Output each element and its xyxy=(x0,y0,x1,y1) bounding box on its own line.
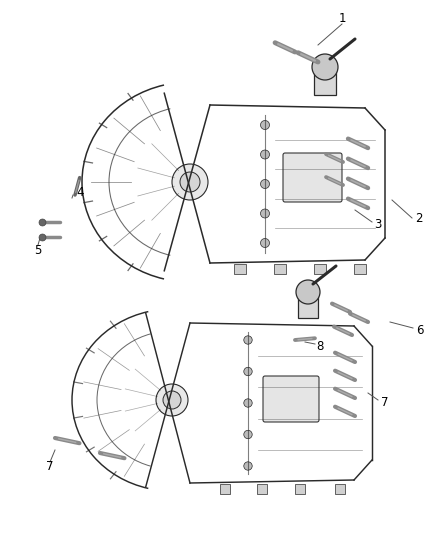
Circle shape xyxy=(244,367,252,376)
Bar xyxy=(274,264,286,274)
Bar xyxy=(298,292,318,318)
Circle shape xyxy=(261,209,269,218)
Bar xyxy=(314,67,336,95)
Text: 5: 5 xyxy=(34,244,42,256)
Text: 8: 8 xyxy=(316,340,324,352)
Circle shape xyxy=(244,399,252,407)
Circle shape xyxy=(261,180,269,189)
Text: 4: 4 xyxy=(76,185,84,198)
Circle shape xyxy=(172,164,208,200)
FancyBboxPatch shape xyxy=(263,376,319,422)
Circle shape xyxy=(156,384,188,416)
Bar xyxy=(354,264,366,274)
Circle shape xyxy=(180,172,200,192)
Text: 3: 3 xyxy=(374,219,381,231)
Circle shape xyxy=(244,430,252,439)
Circle shape xyxy=(244,462,252,470)
Text: 6: 6 xyxy=(416,324,424,336)
Circle shape xyxy=(244,336,252,344)
Text: 7: 7 xyxy=(381,395,389,408)
Text: 1: 1 xyxy=(338,12,346,25)
Circle shape xyxy=(296,280,320,304)
Text: 7: 7 xyxy=(46,459,54,472)
Circle shape xyxy=(261,120,269,130)
Bar xyxy=(257,484,267,494)
Bar xyxy=(220,484,230,494)
FancyBboxPatch shape xyxy=(283,153,342,202)
Text: 2: 2 xyxy=(415,212,423,224)
Circle shape xyxy=(163,391,181,409)
Bar xyxy=(295,484,305,494)
Circle shape xyxy=(312,54,338,80)
Bar xyxy=(314,264,326,274)
Circle shape xyxy=(261,150,269,159)
Bar xyxy=(335,484,345,494)
Circle shape xyxy=(261,238,269,247)
Bar xyxy=(234,264,246,274)
